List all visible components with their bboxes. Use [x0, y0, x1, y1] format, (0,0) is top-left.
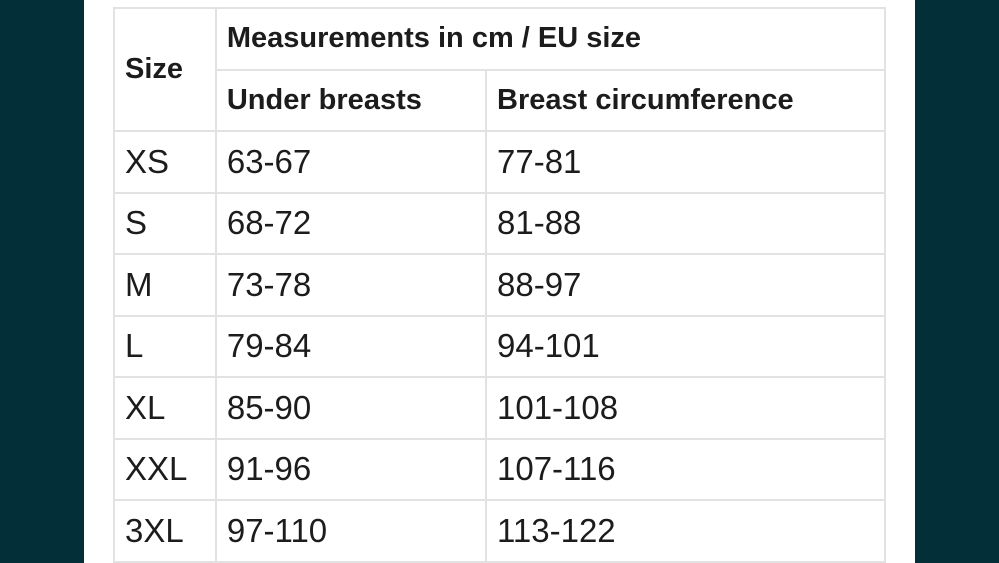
under-breasts-cell: 85-90: [214, 376, 488, 440]
size-column-header: Size: [113, 7, 217, 132]
breast-circumference-cell: 107-116: [485, 437, 886, 501]
table-row: M 73-78 88-97: [113, 253, 886, 317]
table-row: 3XL 97-110 113-122: [113, 499, 886, 563]
size-cell: M: [113, 253, 217, 317]
breast-circumference-cell: 81-88: [485, 191, 886, 255]
size-cell: XXL: [113, 437, 217, 501]
under-breasts-cell: 63-67: [214, 130, 488, 194]
table-row: XS 63-67 77-81: [113, 130, 886, 194]
table-row: XXL 91-96 107-116: [113, 437, 886, 501]
table-row: L 79-84 94-101: [113, 314, 886, 378]
size-cell: L: [113, 314, 217, 378]
breast-circumference-cell: 94-101: [485, 314, 886, 378]
breast-circumference-cell: 113-122: [485, 499, 886, 563]
under-breasts-cell: 97-110: [214, 499, 488, 563]
breast-circumference-cell: 101-108: [485, 376, 886, 440]
size-cell: S: [113, 191, 217, 255]
size-cell: XS: [113, 130, 217, 194]
size-cell: XL: [113, 376, 217, 440]
under-breasts-cell: 73-78: [214, 253, 488, 317]
measurements-group-header: Measurements in cm / EU size: [214, 7, 887, 71]
under-breasts-cell: 79-84: [214, 314, 488, 378]
table-row: XL 85-90 101-108: [113, 376, 886, 440]
under-breasts-cell: 68-72: [214, 191, 488, 255]
header-row: Size Measurements in cm / EU size: [113, 7, 887, 132]
under-breasts-header: Under breasts: [214, 68, 488, 132]
breast-circumference-cell: 88-97: [485, 253, 886, 317]
under-breasts-cell: 91-96: [214, 437, 488, 501]
size-chart-table: Size Measurements in cm / EU size Under …: [113, 7, 887, 563]
table-row: S 68-72 81-88: [113, 191, 886, 255]
breast-circumference-cell: 77-81: [485, 130, 886, 194]
breast-circumference-header: Breast circumference: [485, 68, 886, 132]
page-content: Size Measurements in cm / EU size Under …: [84, 0, 915, 563]
subheader-row: Under breasts Breast circumference: [114, 68, 886, 132]
size-cell: 3XL: [113, 499, 217, 563]
